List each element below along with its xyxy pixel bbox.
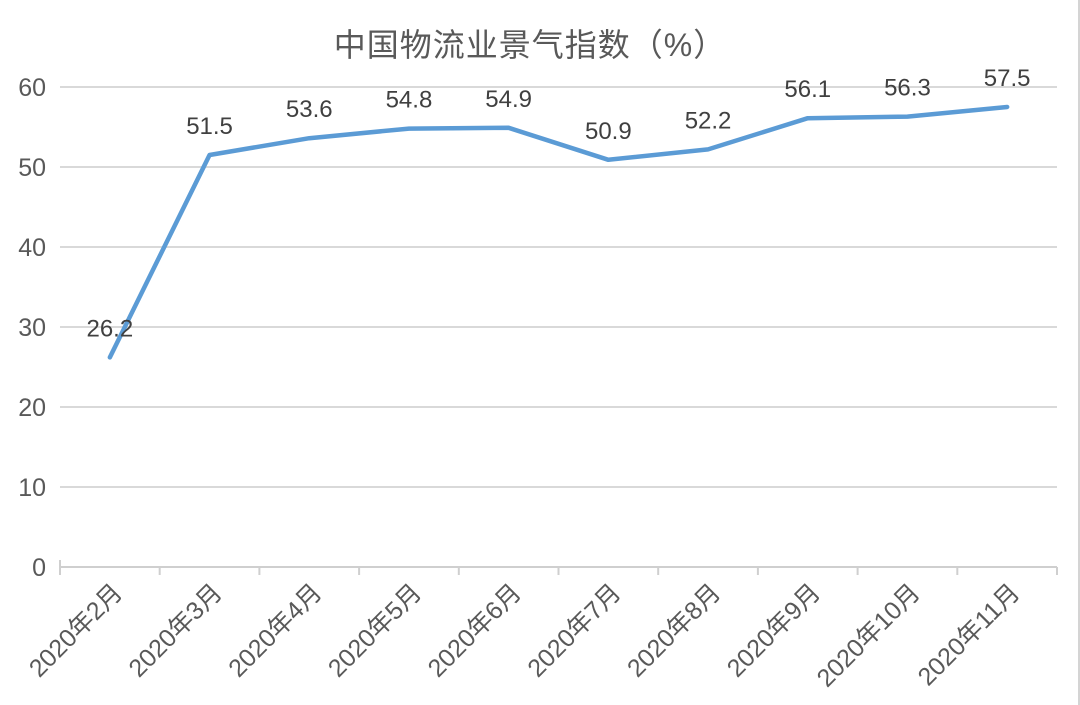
y-axis-tick-label: 0 [32,554,46,582]
x-axis-tick-label: 2020年6月 [423,578,527,682]
data-point-label: 52.2 [685,107,732,134]
right-edge-border [1078,0,1080,705]
series-line [107,104,1010,360]
x-axis-tick-label: 2020年4月 [223,578,327,682]
x-axis-tick-label: 2020年7月 [522,578,626,682]
x-axis-tick-label: 2020年10月 [812,578,926,692]
chart-title: 中国物流业景气指数（%） [333,27,727,63]
x-axis-tick-label: 2020年8月 [622,578,726,682]
y-axis-tick-label: 50 [18,154,46,182]
x-axis-tick-label: 2020年9月 [722,578,826,682]
y-axis-tick-label: 60 [18,74,46,102]
y-axis-tick-label: 30 [18,314,46,342]
data-point-label: 50.9 [585,118,632,145]
data-point-label: 56.3 [884,75,931,102]
data-point-label: 54.8 [386,87,433,114]
y-axis-tick-label: 20 [18,394,46,422]
x-axis-tick-label: 2020年5月 [323,578,427,682]
x-axis-tick-label: 2020年3月 [123,578,227,682]
x-axis-tick-label: 2020年11月 [913,578,1026,691]
y-axis-tick-label: 40 [18,234,46,262]
data-point-label: 26.2 [86,315,133,342]
data-point-label: 57.5 [984,65,1031,92]
data-point-label: 53.6 [286,96,333,123]
data-point-label: 56.1 [784,76,831,103]
data-point-label: 54.9 [485,86,532,113]
y-axis-tick-label: 10 [18,474,46,502]
data-point-label: 51.5 [186,113,233,140]
x-axis-tick-label: 2020年2月 [24,578,128,682]
